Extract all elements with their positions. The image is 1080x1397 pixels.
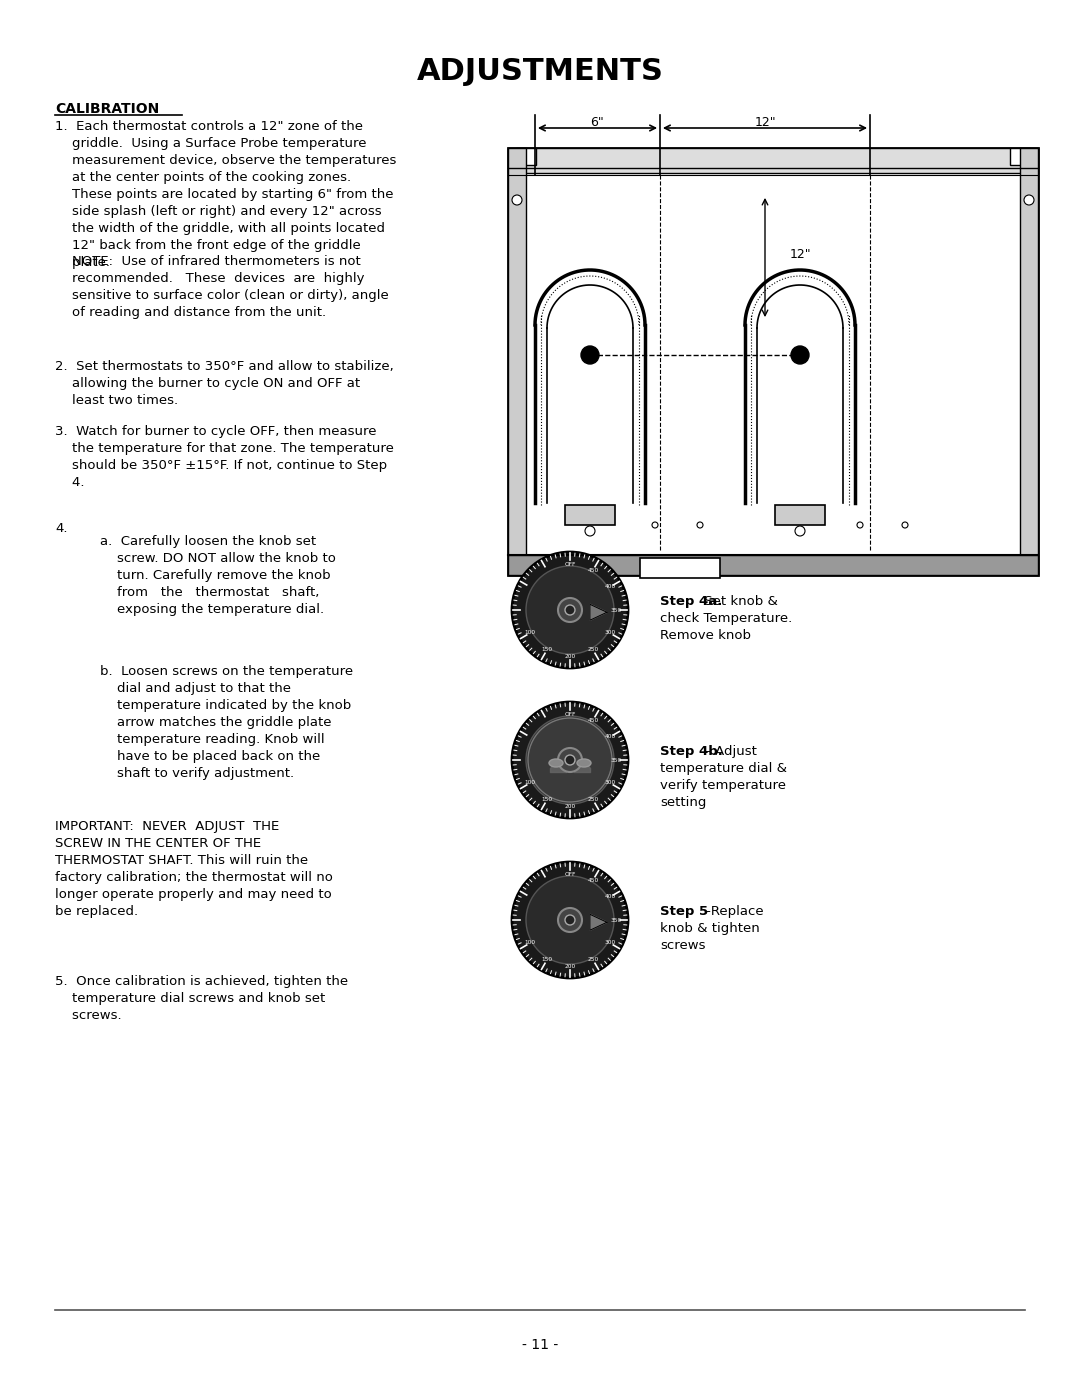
Text: IMPORTANT:  NEVER  ADJUST  THE
SCREW IN THE CENTER OF THE
THERMOSTAT SHAFT. This: IMPORTANT: NEVER ADJUST THE SCREW IN THE… <box>55 820 333 918</box>
Circle shape <box>902 522 908 528</box>
Text: b.  Loosen screws on the temperature
    dial and adjust to that the
    tempera: b. Loosen screws on the temperature dial… <box>100 665 353 780</box>
Text: verify temperature: verify temperature <box>660 780 786 792</box>
Text: 12": 12" <box>754 116 775 129</box>
Text: 6": 6" <box>590 116 604 129</box>
Circle shape <box>565 754 575 766</box>
Text: 4.: 4. <box>55 522 67 535</box>
Text: ADJUSTMENTS: ADJUSTMENTS <box>417 57 663 87</box>
Text: 400: 400 <box>604 584 616 590</box>
Text: –Replace: –Replace <box>700 905 764 918</box>
Bar <box>508 148 1038 173</box>
Circle shape <box>795 527 805 536</box>
Text: 100: 100 <box>525 940 536 946</box>
Circle shape <box>512 862 627 978</box>
Text: screws: screws <box>660 939 705 951</box>
Text: 250: 250 <box>588 957 598 963</box>
Polygon shape <box>590 914 607 930</box>
Text: 150: 150 <box>541 798 553 802</box>
Bar <box>508 148 1038 576</box>
Bar <box>1020 148 1038 576</box>
Text: 400: 400 <box>604 735 616 739</box>
Text: 350: 350 <box>610 608 622 612</box>
Bar <box>1023 182 1035 193</box>
Text: 200: 200 <box>565 964 576 968</box>
Text: 100: 100 <box>525 630 536 636</box>
Text: 350: 350 <box>610 918 622 922</box>
Circle shape <box>565 915 575 925</box>
Text: OFF: OFF <box>565 872 576 876</box>
Text: 5.  Once calibration is achieved, tighten the
    temperature dial screws and kn: 5. Once calibration is achieved, tighten… <box>55 975 348 1023</box>
Bar <box>1023 191 1035 203</box>
Text: check Temperature.: check Temperature. <box>660 612 793 624</box>
Circle shape <box>526 717 615 805</box>
Bar <box>516 148 536 165</box>
Circle shape <box>526 876 615 964</box>
Bar <box>1010 148 1030 165</box>
Polygon shape <box>590 605 607 620</box>
Circle shape <box>791 346 809 365</box>
Text: 200: 200 <box>565 654 576 658</box>
Text: 450: 450 <box>588 567 598 573</box>
Bar <box>775 504 825 525</box>
Circle shape <box>858 522 863 528</box>
Bar <box>640 557 720 578</box>
Circle shape <box>558 908 582 932</box>
Circle shape <box>565 605 575 615</box>
Circle shape <box>1024 196 1034 205</box>
Text: Step 4a.: Step 4a. <box>660 595 723 608</box>
Text: 1.  Each thermostat controls a 12" zone of the
    griddle.  Using a Surface Pro: 1. Each thermostat controls a 12" zone o… <box>55 120 396 270</box>
Text: Set knob &: Set knob & <box>700 595 778 608</box>
Text: 300: 300 <box>604 630 616 636</box>
Text: - 11 -: - 11 - <box>522 1338 558 1352</box>
Text: 250: 250 <box>588 647 598 652</box>
Text: 350: 350 <box>610 757 622 763</box>
Bar <box>508 555 1038 576</box>
Text: Step 4b.: Step 4b. <box>660 745 723 759</box>
Text: 12": 12" <box>789 249 812 261</box>
Text: a.  Carefully loosen the knob set
    screw. DO NOT allow the knob to
    turn. : a. Carefully loosen the knob set screw. … <box>100 535 336 616</box>
Circle shape <box>512 552 627 668</box>
Bar <box>513 182 525 193</box>
Text: 150: 150 <box>541 957 553 963</box>
Ellipse shape <box>577 759 591 767</box>
Circle shape <box>697 522 703 528</box>
Ellipse shape <box>549 759 563 767</box>
Text: OFF: OFF <box>565 562 576 567</box>
Text: temperature dial &: temperature dial & <box>660 761 787 775</box>
Text: Remove knob: Remove knob <box>660 629 751 643</box>
Circle shape <box>581 346 599 365</box>
Text: setting: setting <box>660 796 706 809</box>
Text: 250: 250 <box>588 798 598 802</box>
Text: OFF: OFF <box>565 711 576 717</box>
Circle shape <box>512 196 522 205</box>
Circle shape <box>528 718 612 802</box>
Circle shape <box>585 527 595 536</box>
Circle shape <box>558 598 582 622</box>
Text: 100: 100 <box>525 781 536 785</box>
Text: CALIBRATION: CALIBRATION <box>55 102 159 116</box>
Text: 300: 300 <box>604 781 616 785</box>
Text: 150: 150 <box>541 647 553 652</box>
Bar <box>508 148 526 576</box>
Circle shape <box>526 566 615 654</box>
Text: 2.  Set thermostats to 350°F and allow to stabilize,
    allowing the burner to : 2. Set thermostats to 350°F and allow to… <box>55 360 394 407</box>
Circle shape <box>558 747 582 773</box>
Circle shape <box>512 703 627 819</box>
Text: Step 5: Step 5 <box>660 905 708 918</box>
Text: 450: 450 <box>588 718 598 722</box>
Text: 3.  Watch for burner to cycle OFF, then measure
    the temperature for that zon: 3. Watch for burner to cycle OFF, then m… <box>55 425 394 489</box>
Text: NOTE:  Use of infrared thermometers is not
    recommended.   These  devices  ar: NOTE: Use of infrared thermometers is no… <box>55 256 389 319</box>
Text: 200: 200 <box>565 803 576 809</box>
Bar <box>565 504 615 525</box>
Bar <box>513 191 525 203</box>
Text: 450: 450 <box>588 877 598 883</box>
Text: – Adjust: – Adjust <box>700 745 757 759</box>
Text: knob & tighten: knob & tighten <box>660 922 759 935</box>
Text: 300: 300 <box>604 940 616 946</box>
Circle shape <box>652 522 658 528</box>
Text: 400: 400 <box>604 894 616 900</box>
